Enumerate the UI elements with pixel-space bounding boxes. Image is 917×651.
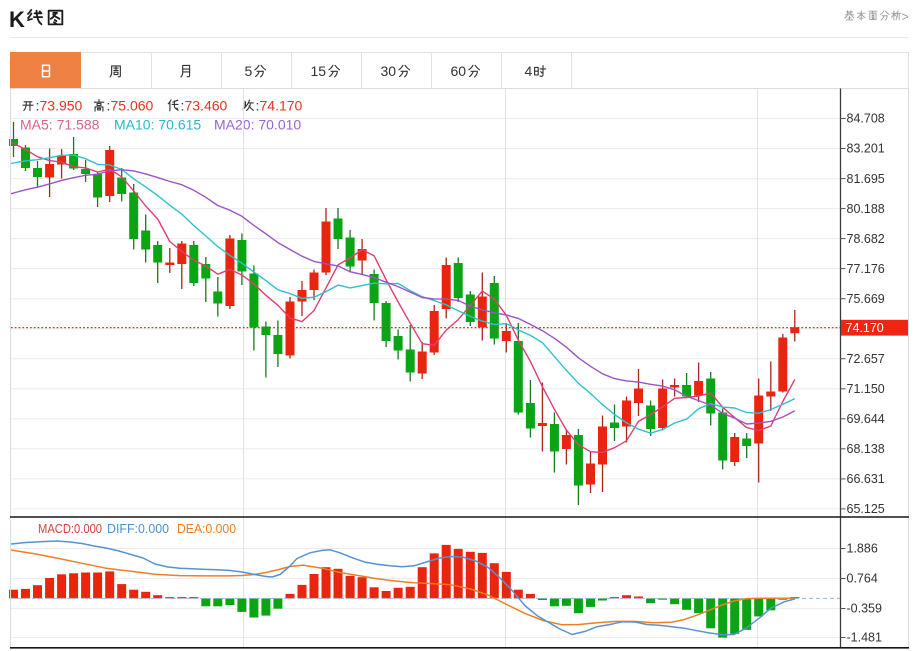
- svg-text::: :: [36, 98, 40, 114]
- svg-text:77.176: 77.176: [847, 262, 885, 276]
- svg-text:K: K: [9, 7, 25, 32]
- svg-text:30: 30: [381, 63, 397, 79]
- svg-text:80.188: 80.188: [847, 202, 885, 216]
- svg-text:0.764: 0.764: [847, 572, 878, 586]
- svg-text:75.060: 75.060: [111, 98, 154, 114]
- svg-text:1.886: 1.886: [847, 542, 878, 556]
- svg-text:4: 4: [525, 63, 533, 79]
- svg-text:74.170: 74.170: [260, 98, 303, 114]
- svg-text:81.695: 81.695: [847, 172, 885, 186]
- svg-text:84.708: 84.708: [847, 112, 885, 126]
- svg-text:74.170: 74.170: [846, 321, 884, 335]
- svg-text:75.669: 75.669: [847, 292, 885, 306]
- svg-text:MA10: 70.615: MA10: 70.615: [114, 117, 201, 133]
- svg-text:69.644: 69.644: [847, 412, 885, 426]
- svg-text:68.138: 68.138: [847, 442, 885, 456]
- svg-text:MACD:0.000: MACD:0.000: [38, 521, 102, 536]
- svg-text:73.950: 73.950: [40, 98, 83, 114]
- svg-text:71.150: 71.150: [847, 382, 885, 396]
- svg-text:>: >: [902, 10, 909, 24]
- svg-text::: :: [256, 98, 260, 114]
- svg-text:66.631: 66.631: [847, 472, 885, 486]
- svg-text:DEA:0.000: DEA:0.000: [177, 521, 236, 536]
- svg-text:78.682: 78.682: [847, 232, 885, 246]
- svg-text:MA5: 71.588: MA5: 71.588: [20, 117, 100, 133]
- svg-text:15: 15: [311, 63, 327, 79]
- svg-text:83.201: 83.201: [847, 142, 885, 156]
- svg-text:60: 60: [451, 63, 467, 79]
- svg-text:72.657: 72.657: [847, 352, 885, 366]
- svg-text:DIFF:0.000: DIFF:0.000: [107, 521, 169, 536]
- svg-text:-1.481: -1.481: [847, 631, 882, 645]
- svg-text:65.125: 65.125: [847, 502, 885, 516]
- svg-text:73.460: 73.460: [185, 98, 228, 114]
- svg-text:MA20: 70.010: MA20: 70.010: [214, 117, 301, 133]
- svg-text:5: 5: [245, 63, 253, 79]
- svg-text::: :: [107, 98, 111, 114]
- svg-text:-0.359: -0.359: [847, 602, 882, 616]
- svg-text::: :: [181, 98, 185, 114]
